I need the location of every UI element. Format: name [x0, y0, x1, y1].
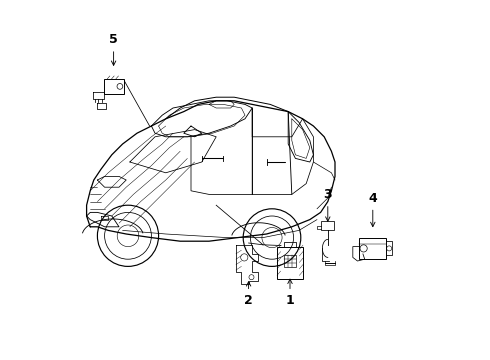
Bar	[284, 255, 296, 267]
Bar	[359, 238, 386, 259]
Text: 5: 5	[109, 33, 118, 66]
Text: 4: 4	[368, 192, 377, 227]
Bar	[277, 247, 303, 279]
Text: 2: 2	[244, 282, 253, 307]
Text: 3: 3	[323, 188, 332, 221]
Bar	[321, 221, 334, 230]
Bar	[104, 79, 123, 94]
Text: 1: 1	[286, 279, 294, 307]
